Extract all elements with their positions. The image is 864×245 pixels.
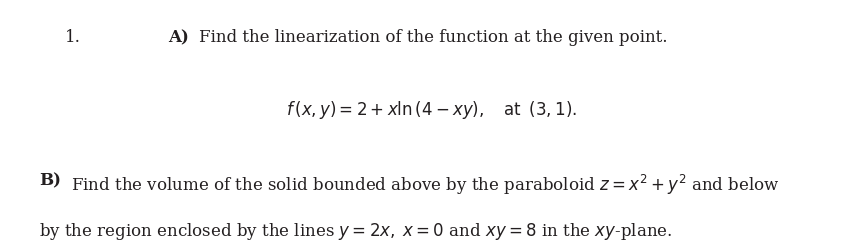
Text: A): A) [168,29,189,46]
Text: $f\,(x, y) = 2 + x\ln{(4 - xy)},\quad \mathrm{at}\;\;(3, 1).$: $f\,(x, y) = 2 + x\ln{(4 - xy)},\quad \m… [287,99,577,121]
Text: by the region enclosed by the lines $y = 2x,\; x = 0$ and $xy = 8$ in the $xy$-p: by the region enclosed by the lines $y =… [39,220,672,242]
Text: 1.: 1. [65,29,80,46]
Text: Find the volume of the solid bounded above by the paraboloid $z = x^2 + y^2$ and: Find the volume of the solid bounded abo… [71,173,779,197]
Text: B): B) [39,173,60,190]
Text: Find the linearization of the function at the given point.: Find the linearization of the function a… [199,29,667,46]
